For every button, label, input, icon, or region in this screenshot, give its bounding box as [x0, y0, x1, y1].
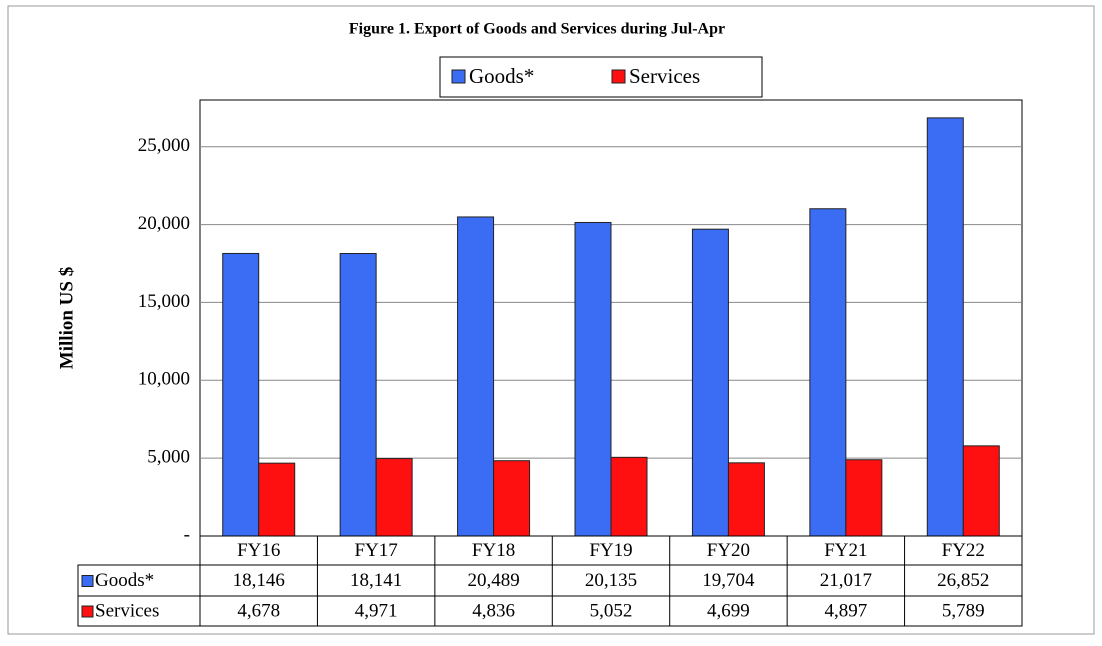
bar [727, 462, 765, 537]
bar [574, 221, 612, 537]
y-tick-label: - [184, 524, 190, 545]
table-value: 5,052 [590, 600, 633, 621]
table-value: 20,135 [585, 570, 637, 591]
bar [493, 460, 531, 537]
table-legend-swatch [81, 605, 94, 618]
y-tick-label: 20,000 [138, 213, 190, 234]
table-value: 4,897 [824, 600, 867, 621]
bar [809, 208, 847, 537]
bar [610, 456, 648, 537]
legend-label: Goods* [469, 64, 534, 88]
table-value: 18,146 [233, 570, 285, 591]
chart-title: Figure 1. Export of Goods and Services d… [349, 21, 725, 38]
table-value: 18,141 [350, 570, 402, 591]
legend-swatch [451, 69, 466, 84]
bar [375, 458, 413, 537]
x-tick-label: FY18 [472, 540, 515, 561]
bar [457, 216, 495, 537]
bar [258, 462, 296, 537]
table-value: 4,836 [472, 600, 515, 621]
y-tick-label: 15,000 [138, 291, 190, 312]
y-axis-label: Million US $ [56, 267, 77, 369]
x-tick-label: FY17 [354, 540, 397, 561]
x-tick-label: FY19 [589, 540, 632, 561]
y-tick-label: 5,000 [147, 447, 190, 468]
legend-box [439, 56, 763, 98]
table-value: 21,017 [820, 570, 872, 591]
table-value: 26,852 [937, 570, 989, 591]
bar [339, 253, 377, 537]
table-row-label: Goods* [95, 570, 154, 591]
x-tick-label: FY21 [824, 540, 867, 561]
legend-label: Services [629, 64, 700, 88]
table-value: 4,678 [237, 600, 280, 621]
table-value: 20,489 [467, 570, 519, 591]
x-tick-label: FY20 [707, 540, 750, 561]
bar [962, 445, 1000, 537]
y-tick-label: 25,000 [138, 135, 190, 156]
x-tick-label: FY22 [942, 540, 985, 561]
bar [845, 459, 883, 537]
table-legend-swatch [81, 575, 94, 587]
legend-swatch [611, 69, 626, 84]
table-row-label: Services [95, 600, 159, 621]
table-value: 4,699 [707, 600, 750, 621]
bar [691, 228, 729, 537]
table-value: 4,971 [355, 600, 398, 621]
y-tick-label: 10,000 [138, 369, 190, 390]
table-value: 5,789 [942, 600, 985, 621]
table-value: 19,704 [702, 570, 755, 591]
bar [222, 252, 260, 537]
x-tick-label: FY16 [237, 540, 280, 561]
bar [926, 117, 964, 537]
